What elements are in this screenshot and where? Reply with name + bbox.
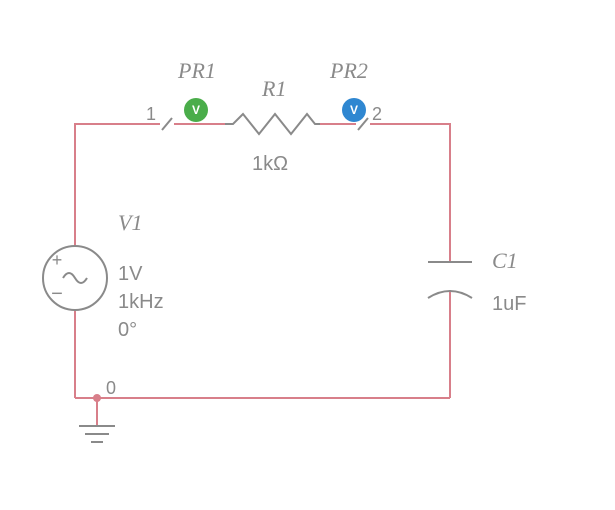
capacitor-label: C1: [492, 248, 518, 273]
ac-source: + −: [43, 246, 107, 310]
resistor: [225, 114, 320, 134]
source-plus: +: [52, 250, 63, 270]
capacitor-value: 1uF: [492, 293, 526, 315]
source-frequency: 1kHz: [118, 291, 164, 313]
probe-pr2: V: [342, 98, 366, 122]
probe-1-label: PR1: [177, 58, 216, 83]
probe-pr1: V: [184, 98, 208, 122]
probe-letter: V: [350, 103, 358, 117]
node-0-dot: [93, 394, 101, 402]
node-2-number: 2: [372, 104, 382, 124]
source-amplitude: 1V: [118, 263, 143, 285]
node-1-tick: [162, 118, 172, 130]
resistor-value: 1kΩ: [252, 153, 288, 175]
source-phase: 0°: [118, 319, 137, 341]
probe-letter: V: [192, 103, 200, 117]
sine-icon: [63, 273, 87, 283]
ground-symbol: [79, 426, 115, 442]
circuit-diagram: + − V V PR1 PR2 R1 1kΩ V1 1V 1kHz 0° C1 …: [0, 0, 615, 510]
source-minus: −: [51, 283, 63, 305]
node-0-number: 0: [106, 378, 116, 398]
source-label: V1: [118, 210, 142, 235]
probe-2-label: PR2: [329, 58, 368, 83]
resistor-label: R1: [261, 76, 286, 101]
wire-top-right: [370, 124, 450, 262]
node-1-number: 1: [146, 104, 156, 124]
